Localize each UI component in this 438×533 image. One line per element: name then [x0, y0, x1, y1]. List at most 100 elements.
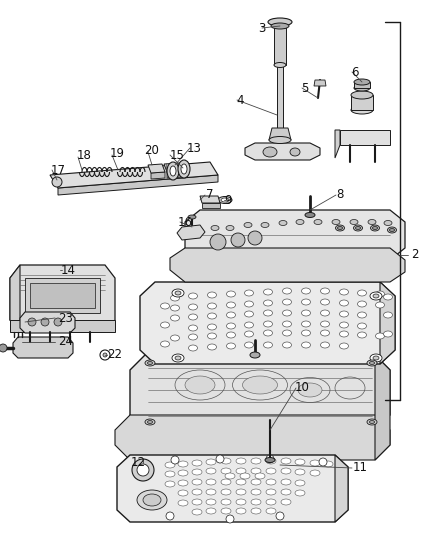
Ellipse shape [280, 489, 290, 495]
Ellipse shape [220, 508, 230, 514]
Ellipse shape [301, 299, 310, 305]
Ellipse shape [301, 321, 310, 327]
Polygon shape [273, 26, 285, 65]
Text: 18: 18 [76, 149, 91, 161]
Ellipse shape [166, 162, 179, 180]
Polygon shape [184, 210, 404, 260]
Polygon shape [50, 162, 218, 188]
Ellipse shape [220, 468, 230, 474]
Ellipse shape [370, 225, 378, 231]
Ellipse shape [295, 220, 303, 224]
Ellipse shape [191, 499, 201, 505]
Text: 17: 17 [50, 164, 65, 176]
Ellipse shape [339, 311, 348, 317]
Ellipse shape [265, 468, 276, 474]
Polygon shape [20, 312, 75, 333]
Polygon shape [201, 203, 219, 208]
Ellipse shape [188, 325, 197, 331]
Polygon shape [166, 171, 183, 178]
Ellipse shape [309, 460, 319, 466]
Ellipse shape [244, 311, 253, 317]
Bar [30, 283, 95, 308]
Ellipse shape [301, 342, 310, 348]
Circle shape [166, 512, 173, 520]
Ellipse shape [320, 299, 329, 305]
Ellipse shape [279, 221, 286, 225]
Ellipse shape [353, 85, 369, 91]
Ellipse shape [225, 473, 234, 479]
Ellipse shape [265, 457, 274, 463]
Ellipse shape [270, 23, 288, 29]
Text: 4: 4 [236, 93, 243, 107]
Ellipse shape [369, 292, 381, 300]
Ellipse shape [177, 470, 187, 476]
Ellipse shape [244, 222, 251, 228]
Ellipse shape [236, 479, 245, 485]
Polygon shape [379, 282, 394, 364]
Polygon shape [10, 265, 115, 332]
Ellipse shape [313, 220, 321, 224]
Ellipse shape [254, 473, 265, 479]
Polygon shape [339, 130, 389, 145]
Ellipse shape [205, 489, 215, 495]
Ellipse shape [236, 489, 245, 495]
Ellipse shape [357, 312, 366, 318]
Ellipse shape [383, 312, 392, 318]
Text: 19: 19 [109, 147, 124, 159]
Ellipse shape [369, 361, 374, 365]
Circle shape [41, 318, 49, 326]
Ellipse shape [251, 489, 261, 495]
Ellipse shape [191, 489, 201, 495]
Text: 23: 23 [58, 311, 73, 325]
Polygon shape [334, 130, 339, 158]
Ellipse shape [262, 147, 276, 157]
Ellipse shape [282, 310, 291, 316]
Ellipse shape [282, 288, 291, 294]
Ellipse shape [145, 419, 155, 425]
Circle shape [132, 459, 154, 481]
Ellipse shape [339, 343, 348, 349]
Ellipse shape [320, 321, 329, 327]
Ellipse shape [372, 294, 378, 298]
Ellipse shape [290, 148, 299, 156]
Ellipse shape [226, 332, 235, 338]
Polygon shape [10, 320, 115, 332]
Ellipse shape [282, 299, 291, 305]
Ellipse shape [304, 213, 314, 217]
Text: 14: 14 [60, 263, 75, 277]
Ellipse shape [280, 458, 290, 464]
Ellipse shape [191, 469, 201, 475]
Text: 22: 22 [107, 349, 122, 361]
Ellipse shape [220, 198, 229, 202]
Ellipse shape [220, 479, 230, 485]
Ellipse shape [265, 499, 276, 505]
Ellipse shape [339, 331, 348, 337]
Ellipse shape [249, 352, 259, 358]
Ellipse shape [207, 324, 216, 330]
Ellipse shape [320, 288, 329, 294]
Polygon shape [58, 175, 218, 195]
Text: 16: 16 [177, 215, 192, 229]
Ellipse shape [170, 305, 179, 311]
Ellipse shape [353, 225, 362, 231]
Ellipse shape [205, 499, 215, 505]
Ellipse shape [220, 499, 230, 505]
Ellipse shape [389, 229, 394, 231]
Circle shape [247, 231, 261, 245]
Ellipse shape [251, 468, 261, 474]
Ellipse shape [220, 489, 230, 495]
Ellipse shape [387, 227, 396, 233]
Ellipse shape [339, 289, 348, 295]
Ellipse shape [165, 471, 175, 477]
Polygon shape [334, 455, 347, 522]
Ellipse shape [383, 331, 392, 337]
Ellipse shape [207, 292, 216, 298]
Ellipse shape [177, 461, 187, 467]
Polygon shape [130, 355, 389, 430]
Ellipse shape [236, 458, 245, 464]
Text: 3: 3 [258, 21, 265, 35]
Ellipse shape [320, 330, 329, 336]
Ellipse shape [160, 303, 169, 309]
Ellipse shape [280, 499, 290, 505]
Ellipse shape [177, 500, 187, 506]
